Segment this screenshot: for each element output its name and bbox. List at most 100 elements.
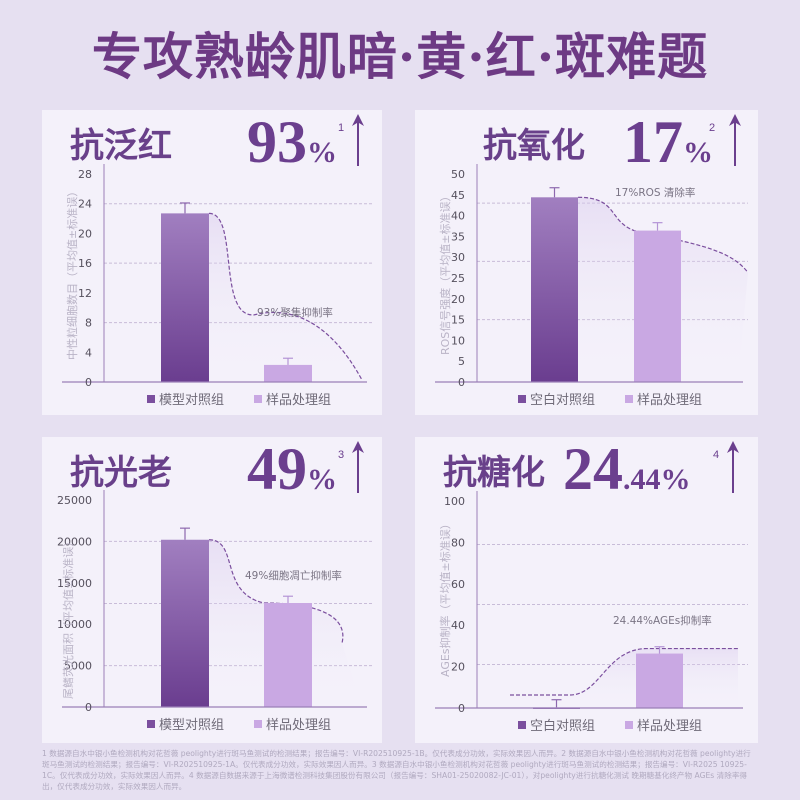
legend-swatch-icon xyxy=(625,394,634,403)
percent-value: 17% xyxy=(623,112,713,188)
footnote-ref: 4 xyxy=(713,449,720,461)
svg-text:15: 15 xyxy=(451,314,465,327)
percent-number: 49 xyxy=(247,437,307,502)
legend-item: 样品处理组 xyxy=(254,389,331,408)
y-axis-title: AGEs抑制率（平均值±标准误） xyxy=(439,518,452,677)
bar-chart: 0 5 10 15 20 25 30 35 40 45 50 17%ROS 清除率 xyxy=(435,164,749,389)
chart-legend: 空白对照组 样品处理组 xyxy=(518,389,702,408)
bar-chart: 0 5000 10000 15000 20000 25000 49%细胞凋亡抑制率 xyxy=(57,490,372,714)
svg-text:50: 50 xyxy=(451,168,465,181)
legend-item: 模型对照组 xyxy=(147,389,224,408)
card-header: 抗泛红 93% 1 xyxy=(42,110,382,172)
svg-text:100: 100 xyxy=(444,495,465,508)
card-title: 抗糖化 xyxy=(443,453,545,493)
bar-1 xyxy=(634,230,681,382)
legend-label: 样品处理组 xyxy=(266,393,332,408)
page-title: 专攻熟龄肌暗·黄·红·斑难题 xyxy=(91,27,709,86)
svg-text:25000: 25000 xyxy=(57,494,92,507)
legend-swatch-icon xyxy=(254,394,263,403)
chart-card-anti-glycation: 0 20 40 60 80 100 24.44%AGEs抑制率 抗糖化 24.44% 4 AGEs抑… xyxy=(415,437,758,743)
svg-text:0: 0 xyxy=(458,376,465,389)
legend-item: 样品处理组 xyxy=(254,714,331,733)
chart-card-anti-photoaging: 0 5000 10000 15000 20000 25000 49%细胞凋亡抑制率 抗光老 49… xyxy=(42,437,382,743)
chart-legend: 模型对照组 样品处理组 xyxy=(147,714,331,733)
y-axis-title: 中性粒细胞数目（平均值±标准误） xyxy=(66,185,79,360)
chart-legend: 模型对照组 样品处理组 xyxy=(147,389,331,408)
footnote-ref: 3 xyxy=(338,449,345,461)
svg-text:20000: 20000 xyxy=(57,535,92,548)
percent-sign: % xyxy=(683,136,713,169)
percent-number: 24 xyxy=(563,437,623,502)
up-arrow-icon xyxy=(352,114,364,166)
legend-swatch-icon xyxy=(254,719,263,728)
svg-text:5000: 5000 xyxy=(64,660,92,673)
chart-annotation: 49%细胞凋亡抑制率 xyxy=(245,569,342,582)
legend-swatch-icon xyxy=(518,394,526,403)
card-title: 抗氧化 xyxy=(483,126,585,166)
percent-value: 49% xyxy=(247,439,337,515)
percent-number: 93 xyxy=(247,110,307,175)
up-arrow-icon xyxy=(729,114,741,166)
footnote-text: 1 数据源自水中银小鱼检测机构对花哲薇 peolighty进行斑马鱼测试的检测结… xyxy=(42,749,751,791)
svg-text:10: 10 xyxy=(451,334,465,347)
chart-card-anti-redness: 0 4 8 12 16 20 24 28 93%聚集抑制率 抗泛红 93% 1 中性粒细胞数目（平均值±… xyxy=(42,110,382,415)
percent-sign: .44% xyxy=(623,463,691,496)
card-title: 抗光老 xyxy=(70,453,172,493)
svg-text:0: 0 xyxy=(458,702,465,715)
legend-label: 样品处理组 xyxy=(266,718,332,733)
svg-text:25: 25 xyxy=(451,272,465,285)
legend-swatch-icon xyxy=(147,719,155,728)
legend-label: 样品处理组 xyxy=(637,719,703,734)
svg-text:20: 20 xyxy=(451,661,465,674)
legend-swatch-icon xyxy=(147,394,155,403)
svg-text:24: 24 xyxy=(78,198,92,211)
svg-text:16: 16 xyxy=(78,257,92,270)
card-header: 抗糖化 24.44% 4 xyxy=(415,437,758,499)
bar-0 xyxy=(531,197,578,382)
legend-label: 空白对照组 xyxy=(530,393,596,408)
card-title: 抗泛红 xyxy=(70,126,172,166)
svg-text:30: 30 xyxy=(451,251,465,264)
chart-annotation: 17%ROS 清除率 xyxy=(615,186,695,199)
legend-swatch-icon xyxy=(625,720,634,729)
bar-chart: 0 20 40 60 80 100 24.44%AGEs抑制率 xyxy=(435,491,748,715)
legend-label: 模型对照组 xyxy=(159,393,225,408)
legend-swatch-icon xyxy=(518,720,526,729)
svg-text:5: 5 xyxy=(458,355,465,368)
svg-text:0: 0 xyxy=(85,376,92,389)
percent-value: 24.44% xyxy=(563,439,691,515)
svg-text:20: 20 xyxy=(78,227,92,240)
up-arrow-icon xyxy=(352,441,364,493)
legend-item: 空白对照组 xyxy=(518,389,595,408)
svg-text:15000: 15000 xyxy=(57,577,92,590)
svg-text:35: 35 xyxy=(451,230,465,243)
y-axis-title: ROS信号强度（平均值±标准误） xyxy=(439,190,452,356)
svg-text:4: 4 xyxy=(85,346,92,359)
bar-1 xyxy=(264,603,312,707)
bar-0 xyxy=(161,539,209,707)
svg-text:12: 12 xyxy=(78,287,92,300)
svg-text:40: 40 xyxy=(451,619,465,632)
svg-text:60: 60 xyxy=(451,578,465,591)
svg-text:0: 0 xyxy=(85,701,92,714)
svg-text:8: 8 xyxy=(85,317,92,330)
svg-text:40: 40 xyxy=(451,210,465,223)
svg-text:80: 80 xyxy=(451,536,465,549)
legend-label: 模型对照组 xyxy=(159,718,225,733)
bar-1 xyxy=(264,364,312,382)
chart-card-antioxidant: 0 5 10 15 20 25 30 35 40 45 50 17%ROS 清除率 抗氧化 17% 2 ROS… xyxy=(415,110,758,415)
svg-text:45: 45 xyxy=(451,189,465,202)
footnote-ref: 2 xyxy=(709,122,716,134)
legend-item: 样品处理组 xyxy=(625,715,702,734)
chart-annotation: 24.44%AGEs抑制率 xyxy=(613,614,712,627)
svg-text:28: 28 xyxy=(78,168,92,181)
percent-sign: % xyxy=(307,136,337,169)
legend-item: 样品处理组 xyxy=(625,389,702,408)
bar-1 xyxy=(636,653,683,708)
bar-chart: 0 4 8 12 16 20 24 28 93%聚集抑制率 xyxy=(62,164,372,389)
legend-label: 样品处理组 xyxy=(637,393,703,408)
svg-text:10000: 10000 xyxy=(57,618,92,631)
footnote-ref: 1 xyxy=(338,122,345,134)
y-axis-title: 尾鳍荧光面积（平均值±标准误） xyxy=(62,535,75,699)
svg-text:20: 20 xyxy=(451,293,465,306)
